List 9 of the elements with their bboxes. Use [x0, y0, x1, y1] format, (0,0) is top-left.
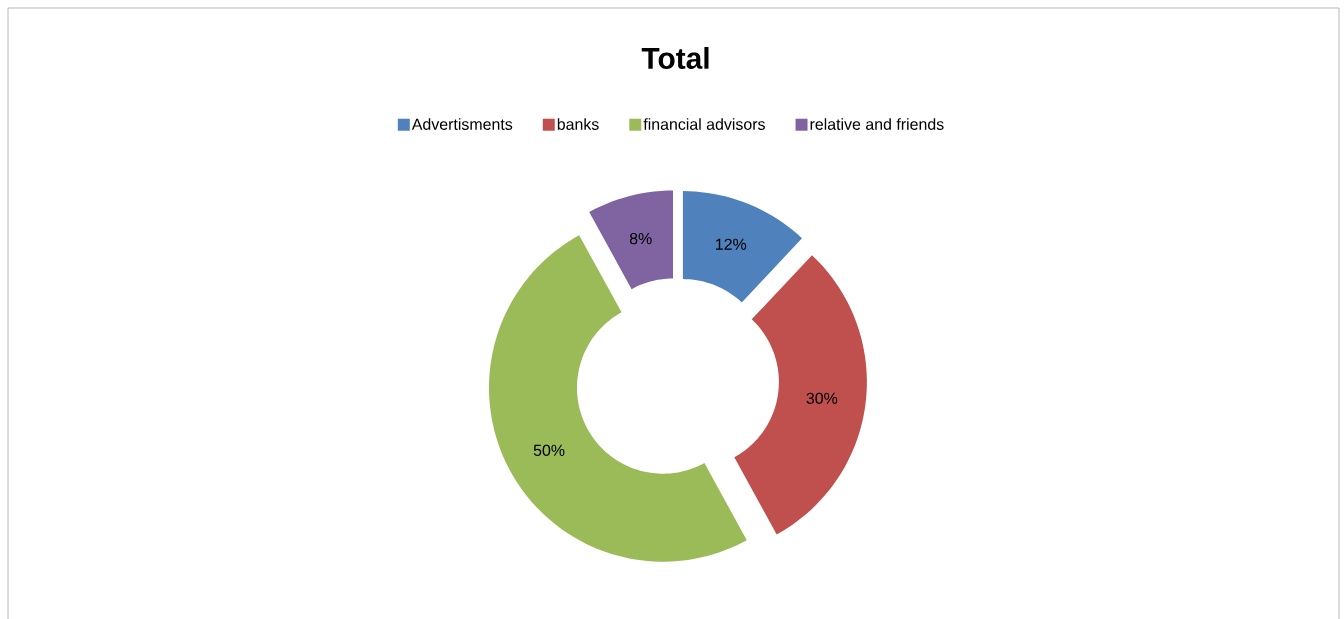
legend-label: banks — [557, 118, 599, 130]
chart-title: Total — [641, 46, 709, 69]
legend-label: Advertisments — [411, 118, 513, 130]
data-label: 8% — [629, 232, 652, 245]
legend-label: financial advisors — [643, 118, 765, 130]
data-label: 12% — [716, 238, 747, 250]
data-label: 30% — [806, 392, 838, 404]
legend-label: relative and friends — [810, 118, 944, 130]
data-label: 50% — [533, 444, 565, 456]
